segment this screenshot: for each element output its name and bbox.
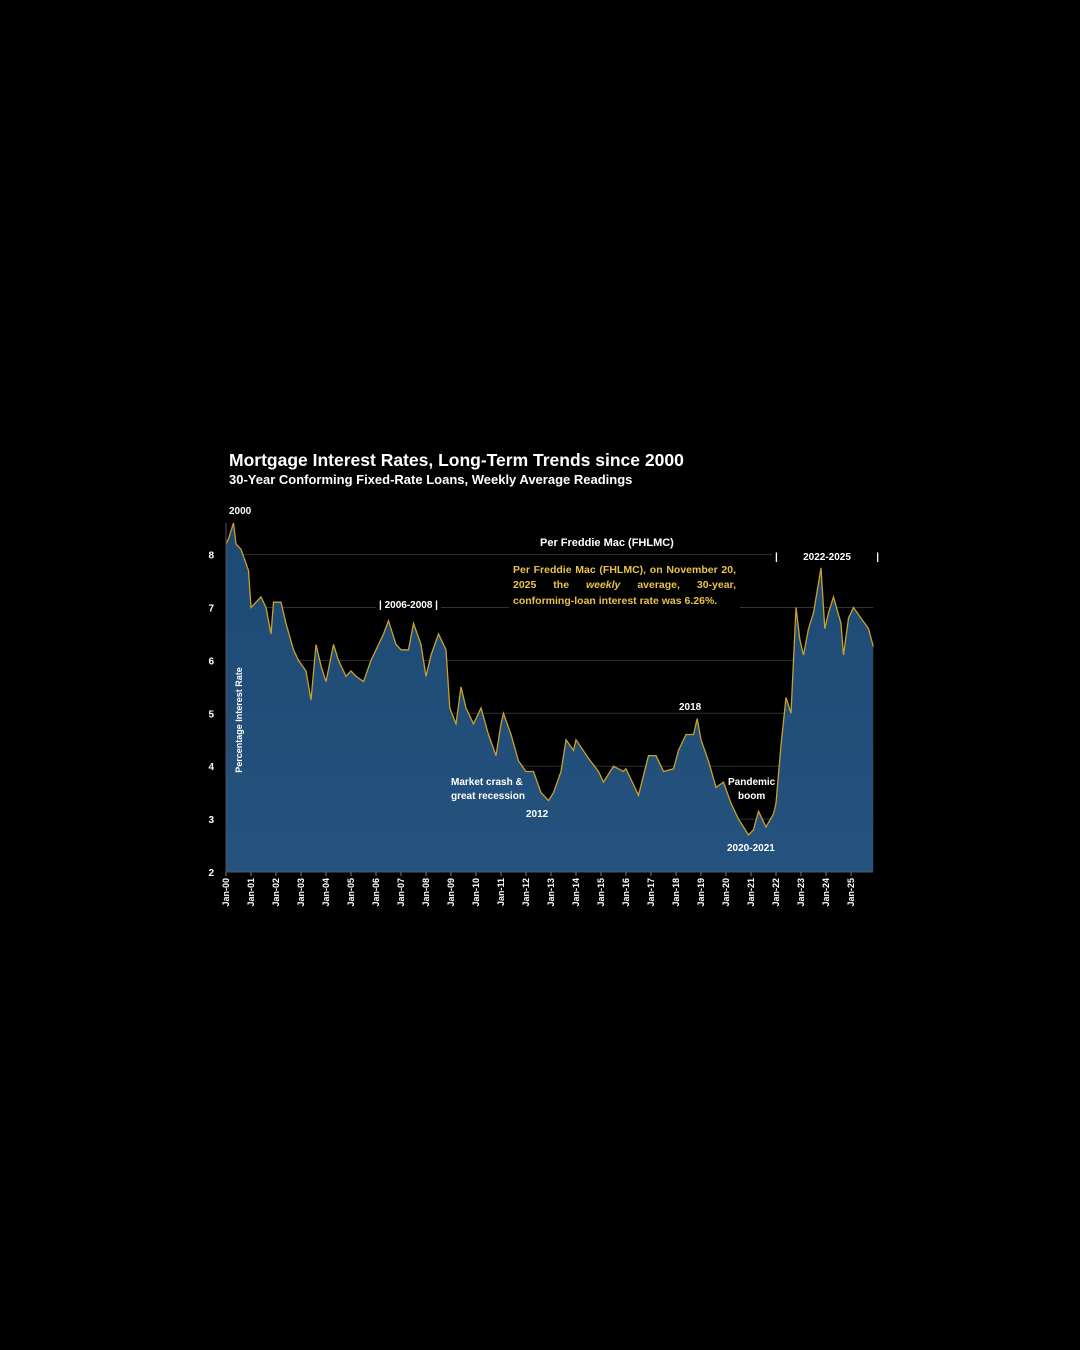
x-tick-label: Jan-17 bbox=[646, 878, 656, 907]
note-text-1: Per Freddie Mac (FHLMC), on November 20,… bbox=[513, 564, 736, 592]
x-tick-label: Jan-12 bbox=[521, 878, 531, 907]
annotation-2006-2008: | 2006-2008 | bbox=[376, 599, 441, 613]
x-tick-label: Jan-18 bbox=[671, 878, 681, 907]
y-tick-label: 3 bbox=[208, 815, 214, 826]
x-tick-label: Jan-01 bbox=[246, 878, 256, 907]
x-tick-label: Jan-07 bbox=[396, 878, 406, 907]
y-tick-label: 6 bbox=[208, 656, 214, 667]
chart-title: Mortgage Interest Rates, Long-Term Trend… bbox=[229, 450, 684, 470]
annotation-pandemic: Pandemic boom bbox=[725, 776, 778, 804]
x-tick-label: Jan-24 bbox=[821, 878, 831, 907]
crash-line-2: great recession bbox=[451, 791, 525, 802]
bar-left: | bbox=[775, 552, 778, 563]
annotation-2012: 2012 bbox=[526, 809, 549, 820]
annotation-2000: 2000 bbox=[229, 506, 252, 517]
x-tick-label: Jan-09 bbox=[446, 878, 456, 907]
note-text-2: average, 30-year, conforming-loan intere… bbox=[513, 579, 736, 607]
x-tick-label: Jan-03 bbox=[296, 878, 306, 907]
period-2022-label: 2022-2025 bbox=[803, 552, 851, 563]
annotation-market-crash: Market crash & great recession bbox=[448, 776, 528, 804]
annotation-source: Per Freddie Mac (FHLMC) bbox=[537, 536, 677, 550]
x-tick-label: Jan-06 bbox=[371, 878, 381, 907]
y-tick-label: 7 bbox=[208, 604, 214, 615]
x-tick-label: Jan-16 bbox=[621, 878, 631, 907]
rate-line bbox=[225, 522, 874, 837]
y-tick-label: 8 bbox=[208, 551, 214, 562]
y-tick-label: 4 bbox=[208, 762, 214, 773]
pandemic-line-1: Pandemic bbox=[728, 777, 776, 788]
x-tick-label: Jan-00 bbox=[221, 878, 231, 907]
rate-area bbox=[226, 522, 874, 872]
note-emphasis: weekly bbox=[585, 579, 621, 592]
x-tick-label: Jan-08 bbox=[421, 878, 431, 907]
pandemic-line-2: boom bbox=[738, 791, 766, 802]
x-tick-label: Jan-25 bbox=[846, 878, 856, 907]
annotation-2022-2025: | 2022-2025 | bbox=[772, 551, 882, 565]
x-tick-label: Jan-05 bbox=[346, 878, 356, 907]
x-tick-label: Jan-04 bbox=[321, 878, 331, 907]
crash-line-1: Market crash & bbox=[451, 777, 523, 788]
x-tick-label: Jan-20 bbox=[721, 878, 731, 907]
annotation-note: Per Freddie Mac (FHLMC), on November 20,… bbox=[509, 561, 740, 611]
x-tick-label: Jan-14 bbox=[571, 878, 581, 907]
annotation-2020-2021: 2020-2021 bbox=[727, 843, 775, 854]
x-tick-label: Jan-11 bbox=[496, 878, 506, 906]
chart-subtitle: 30-Year Conforming Fixed-Rate Loans, Wee… bbox=[229, 472, 633, 487]
x-tick-label: Jan-21 bbox=[746, 878, 756, 907]
x-tick-label: Jan-10 bbox=[471, 878, 481, 907]
x-tick-label: Jan-22 bbox=[771, 878, 781, 907]
annotation-2018: 2018 bbox=[679, 702, 702, 713]
x-tick-label: Jan-02 bbox=[271, 878, 281, 907]
x-tick-label: Jan-13 bbox=[546, 878, 556, 907]
x-tick-label: Jan-19 bbox=[696, 878, 706, 907]
x-tick-label: Jan-23 bbox=[796, 878, 806, 907]
y-tick-label: 5 bbox=[208, 709, 214, 720]
bar-right: | bbox=[876, 552, 879, 563]
y-tick-label: 2 bbox=[208, 868, 214, 879]
y-axis-label: Percentage Interest Rate bbox=[234, 667, 244, 773]
x-tick-label: Jan-15 bbox=[596, 878, 606, 907]
